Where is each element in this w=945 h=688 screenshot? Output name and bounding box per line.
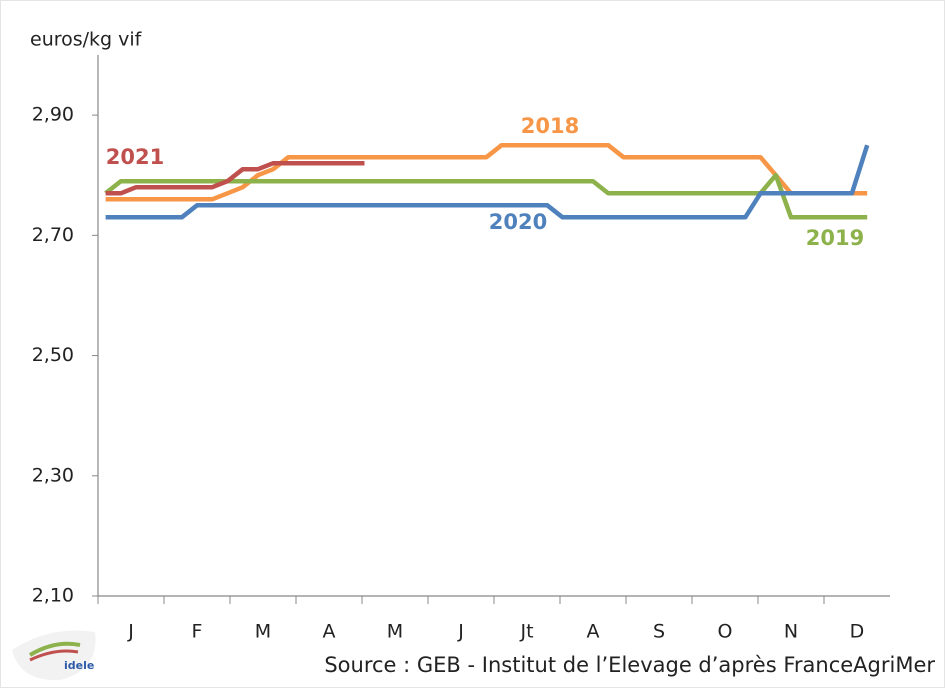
y-tick-label: 2,90 xyxy=(32,104,74,126)
series-label: 2020 xyxy=(489,210,547,234)
x-tick-label: Jt xyxy=(519,621,533,643)
logo-swoosh xyxy=(29,649,79,662)
y-axis-label: euros/kg vif xyxy=(30,29,143,51)
y-tick-label: 2,50 xyxy=(32,344,74,366)
x-tick-label: M xyxy=(387,621,403,643)
x-tick-label: F xyxy=(192,621,203,643)
series-line xyxy=(105,142,868,202)
x-tick-label: D xyxy=(850,621,865,643)
y-tick-label: 2,30 xyxy=(32,464,74,486)
series-label: 2019 xyxy=(806,226,864,250)
source: Source : GEB - Institut de l’Elevage d’a… xyxy=(324,653,935,677)
x-tick-label: J xyxy=(457,621,464,643)
x-tick-label: A xyxy=(587,621,600,643)
series-label: 2021 xyxy=(106,145,164,169)
y-tick-label: 2,10 xyxy=(32,585,74,607)
x-tick-label: O xyxy=(718,621,733,643)
x-tick-label: J xyxy=(127,621,134,643)
logo: idele xyxy=(12,630,96,681)
series-label: 2018 xyxy=(521,114,579,138)
series-line xyxy=(105,160,365,196)
series-line xyxy=(105,144,870,220)
x-tick-label: A xyxy=(323,621,336,643)
logo-swoosh xyxy=(28,641,81,657)
logo-text: idele xyxy=(64,659,94,672)
x-tick-label: M xyxy=(255,621,271,643)
y-tick-label: 2,70 xyxy=(32,224,74,246)
series-line xyxy=(104,172,868,220)
x-tick-label: S xyxy=(653,621,665,643)
x-tick-label: N xyxy=(784,621,798,643)
